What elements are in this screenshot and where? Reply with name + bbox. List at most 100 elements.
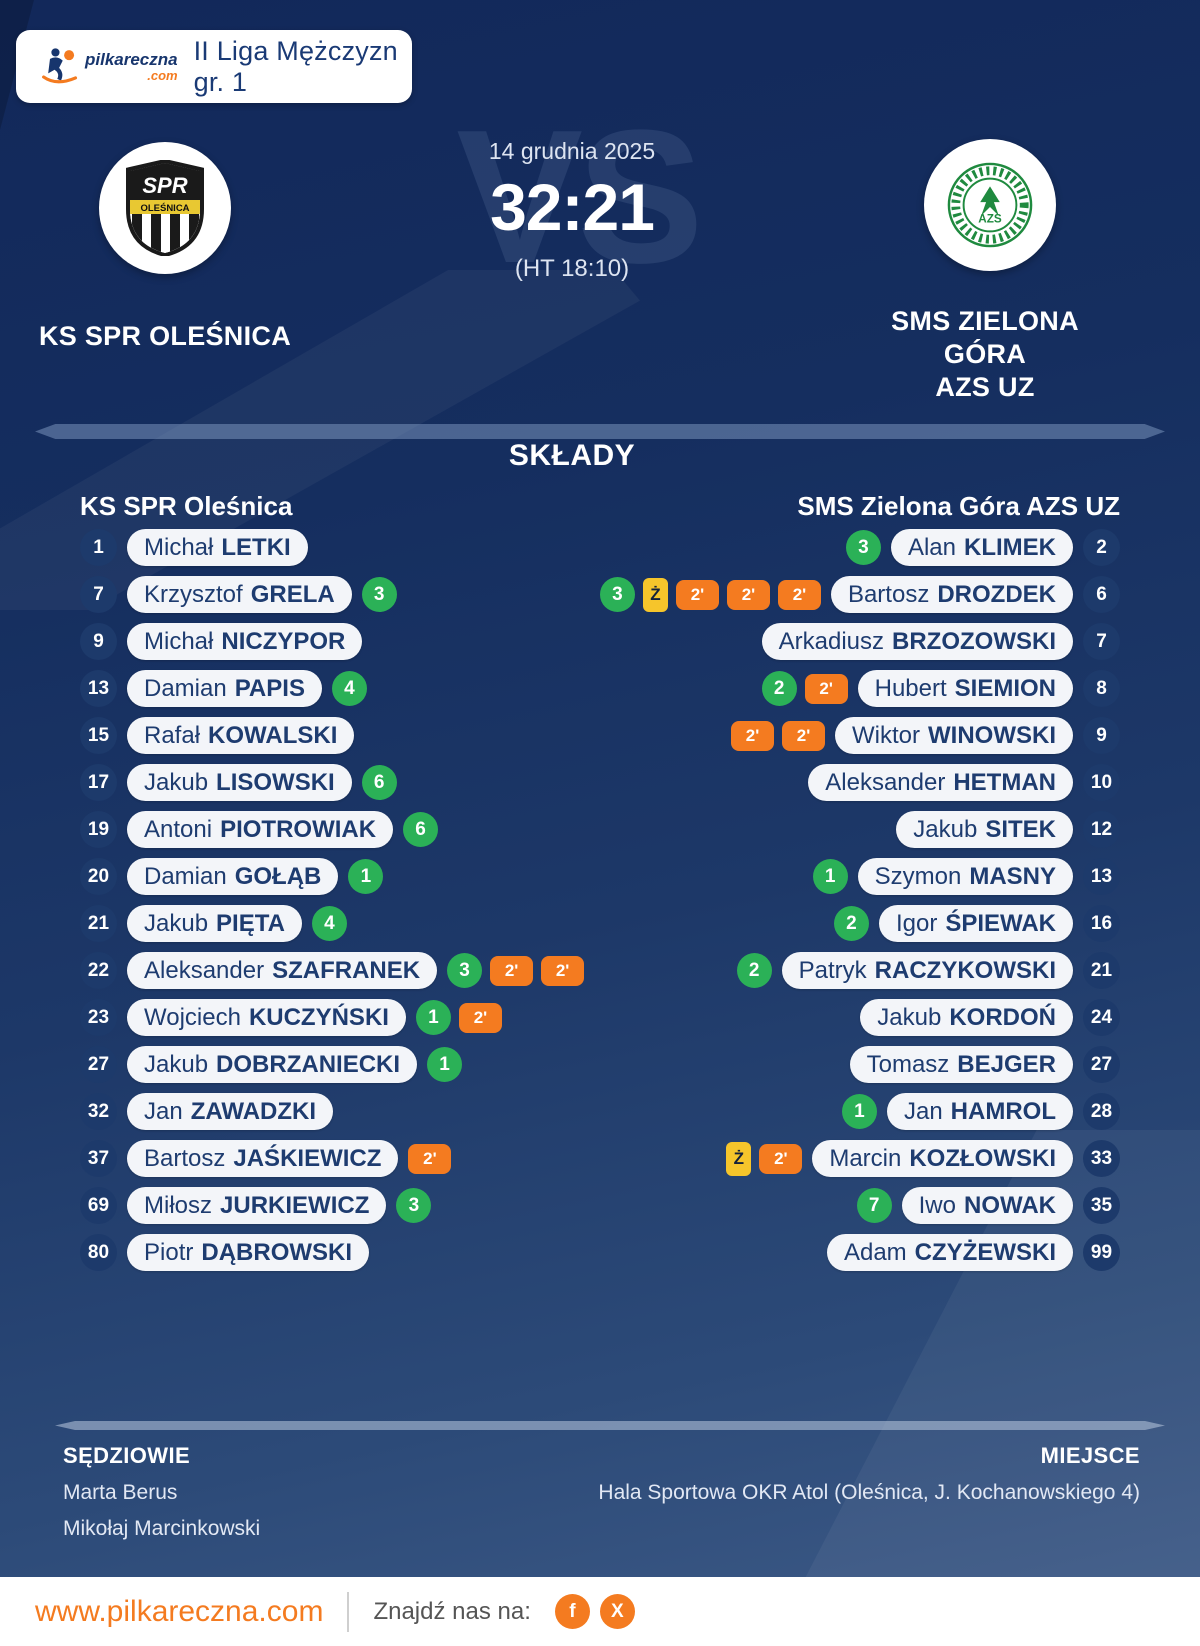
home-team-crest-icon: SPR OLEŚNICA: [126, 160, 204, 256]
player-name-pill: Aleksander HETMAN: [808, 764, 1073, 801]
player-name-pill: Jakub PIĘTA: [127, 905, 302, 942]
crest-spr-text: SPR: [142, 173, 187, 198]
player-badges: 4: [331, 671, 367, 706]
player-badges: 2 2': [761, 671, 848, 706]
player-name-pill: Adam CZYŻEWSKI: [826, 1234, 1073, 1271]
vs-watermark: VS: [456, 91, 703, 303]
suspension-badge: 2': [782, 720, 826, 751]
player-name-pill: Bartosz JAŚKIEWICZ: [127, 1140, 399, 1177]
player-name-pill: Arkadiusz BRZOZOWSKI: [761, 623, 1073, 660]
player-first-name: Damian: [144, 674, 227, 702]
player-last-name: MASNY: [969, 862, 1056, 890]
player-last-name: KORDOŃ: [949, 1003, 1056, 1031]
player-number: 21: [80, 905, 117, 942]
player-name-pill: Michał LETKI: [127, 529, 308, 566]
player-badges: 3 Ż 2' 2' 2': [599, 577, 821, 612]
player-last-name: BRZOZOWSKI: [892, 627, 1056, 655]
player-badges: 3: [845, 530, 881, 565]
player-last-name: SZAFRANEK: [272, 956, 421, 984]
player-last-name: KOWALSKI: [208, 721, 338, 749]
x-twitter-icon[interactable]: X: [599, 1594, 635, 1629]
goals-badge: 1: [812, 859, 848, 894]
player-last-name: ŚPIEWAK: [945, 909, 1056, 937]
player-last-name: DĄBROWSKI: [201, 1238, 353, 1266]
player-number: 21: [1083, 952, 1120, 989]
player-first-name: Szymon: [874, 862, 962, 890]
player-name-pill: Aleksander SZAFRANEK: [127, 952, 438, 989]
player-badges: 3 2' 2': [447, 953, 585, 988]
site-url-link[interactable]: www.pilkareczna.com: [35, 1594, 324, 1628]
player-last-name: RACZYKOWSKI: [874, 956, 1056, 984]
referee-name: Mikołaj Marcinkowski: [63, 1517, 261, 1540]
crest-city-text: OLEŚNICA: [140, 202, 189, 214]
player-last-name: NOWAK: [964, 1191, 1056, 1219]
player-last-name: HAMROL: [950, 1097, 1056, 1125]
player-badges: 2: [833, 906, 869, 941]
goals-badge: 3: [361, 577, 397, 612]
player-row: 2 2' Hubert SIEMION 8: [761, 670, 1120, 707]
player-last-name: KUCZYŃSKI: [248, 1003, 389, 1031]
player-first-name: Jakub: [144, 1050, 209, 1078]
away-team-crest-icon: AZS: [947, 162, 1033, 248]
lineups-title: SKŁADY: [508, 439, 636, 472]
player-first-name: Jakub: [913, 815, 978, 843]
suspension-badge: 2': [759, 1143, 803, 1174]
player-badges: 6: [403, 812, 439, 847]
suspension-badge: 2': [458, 1002, 502, 1033]
goals-badge: 1: [841, 1094, 877, 1129]
player-last-name: GOŁĄB: [234, 862, 322, 890]
player-badges: 3: [361, 577, 397, 612]
player-number: 27: [1083, 1046, 1120, 1083]
player-last-name: NICZYPOR: [221, 627, 346, 655]
player-name-pill: Antoni PIOTROWIAK: [127, 811, 394, 848]
player-last-name: DROZDEK: [937, 580, 1056, 608]
player-name-pill: Jan ZAWADZKI: [127, 1093, 334, 1130]
player-first-name: Jan: [903, 1097, 943, 1125]
player-last-name: HETMAN: [953, 768, 1056, 796]
player-row: 2 Patryk RACZYKOWSKI 21: [736, 952, 1120, 989]
player-number: 27: [80, 1046, 117, 1083]
halftime-score: (HT 18:10): [514, 255, 630, 282]
player-badges: 7: [856, 1188, 892, 1223]
referees-label: SĘDZIOWIE: [63, 1443, 191, 1468]
suspension-badge: 2': [804, 673, 848, 704]
player-number: 10: [1083, 764, 1120, 801]
player-first-name: Bartosz: [847, 580, 930, 608]
player-row: Arkadiusz BRZOZOWSKI 7: [752, 623, 1120, 660]
header-card: pilkareczna .com II Liga Mężczyzn gr. 1: [16, 30, 412, 103]
player-first-name: Piotr: [144, 1238, 194, 1266]
goals-badge: 6: [403, 812, 439, 847]
suspension-badge: 2': [726, 579, 770, 610]
referees-block: SĘDZIOWIE Marta Berus Mikołaj Marcinkows…: [63, 1443, 260, 1541]
player-first-name: Hubert: [874, 674, 947, 702]
player-badges: 1: [427, 1047, 463, 1082]
player-badges: 1: [812, 859, 848, 894]
goals-badge: 2: [833, 906, 869, 941]
player-first-name: Michał: [144, 627, 214, 655]
player-name-pill: Miłosz JURKIEWICZ: [127, 1187, 387, 1224]
player-first-name: Krzysztof: [144, 580, 243, 608]
player-row: 9 Michał NICZYPOR: [80, 623, 372, 660]
suspension-badge: 2': [675, 579, 719, 610]
goals-badge: 3: [396, 1188, 432, 1223]
player-name-pill: Jan HAMROL: [886, 1093, 1073, 1130]
suspension-badge: 2': [541, 955, 585, 986]
player-row: Aleksander HETMAN 10: [798, 764, 1120, 801]
away-roster: 3 Alan KLIMEK 2 3 Ż 2' 2' 2' Bartosz DROZDEK 6 Arkad…: [599, 529, 1120, 1271]
facebook-icon[interactable]: f: [554, 1594, 590, 1629]
away-team-name: SMS ZIELONA GÓRA AZS UZ: [850, 305, 1120, 404]
player-row: 2' 2' Wiktor WINOWSKI 9: [731, 717, 1120, 754]
player-badges: 6: [361, 765, 397, 800]
player-row: Adam CZYŻEWSKI 99: [817, 1234, 1120, 1271]
player-row: 1 Michał LETKI: [80, 529, 318, 566]
player-first-name: Aleksander: [825, 768, 946, 796]
goals-badge: 3: [845, 530, 881, 565]
home-team-logo: SPR OLEŚNICA: [99, 142, 231, 274]
player-row: 3 Alan KLIMEK 2: [845, 529, 1120, 566]
player-number: 22: [80, 952, 117, 989]
player-number: 9: [80, 623, 117, 660]
pilkareczna-logo[interactable]: pilkareczna .com: [38, 47, 178, 87]
player-name-pill: Jakub KORDOŃ: [860, 999, 1073, 1036]
player-badges: 2: [736, 953, 772, 988]
player-name-pill: Hubert SIEMION: [857, 670, 1073, 707]
